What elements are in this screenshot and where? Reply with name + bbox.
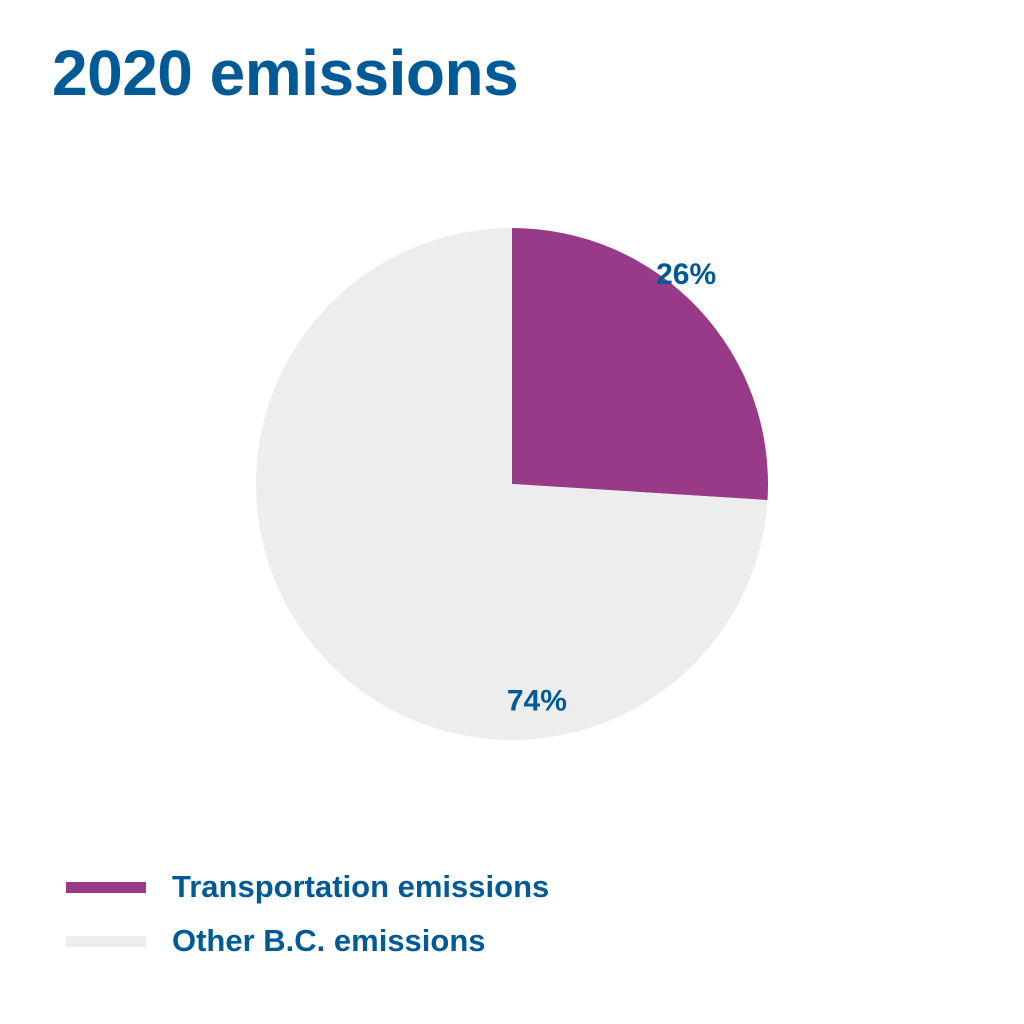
- legend-label-transportation: Transportation emissions: [172, 869, 550, 904]
- legend: Transportation emissions Other B.C. emis…: [66, 860, 549, 968]
- pie-labels: 26% 74%: [507, 258, 716, 718]
- pie-slice-transportation: [512, 228, 768, 501]
- legend-swatch-other: [66, 935, 146, 947]
- legend-swatch-transportation: [66, 881, 146, 893]
- slice-label-other: 74%: [507, 685, 567, 718]
- pie-slices: [256, 228, 768, 740]
- legend-item-transportation: Transportation emissions: [66, 860, 549, 914]
- pie-slice-other: [256, 228, 768, 740]
- legend-label-other: Other B.C. emissions: [172, 923, 486, 958]
- slice-label-transportation: 26%: [656, 258, 716, 291]
- chart-title: 2020 emissions: [52, 37, 519, 109]
- legend-item-other: Other B.C. emissions: [66, 914, 549, 968]
